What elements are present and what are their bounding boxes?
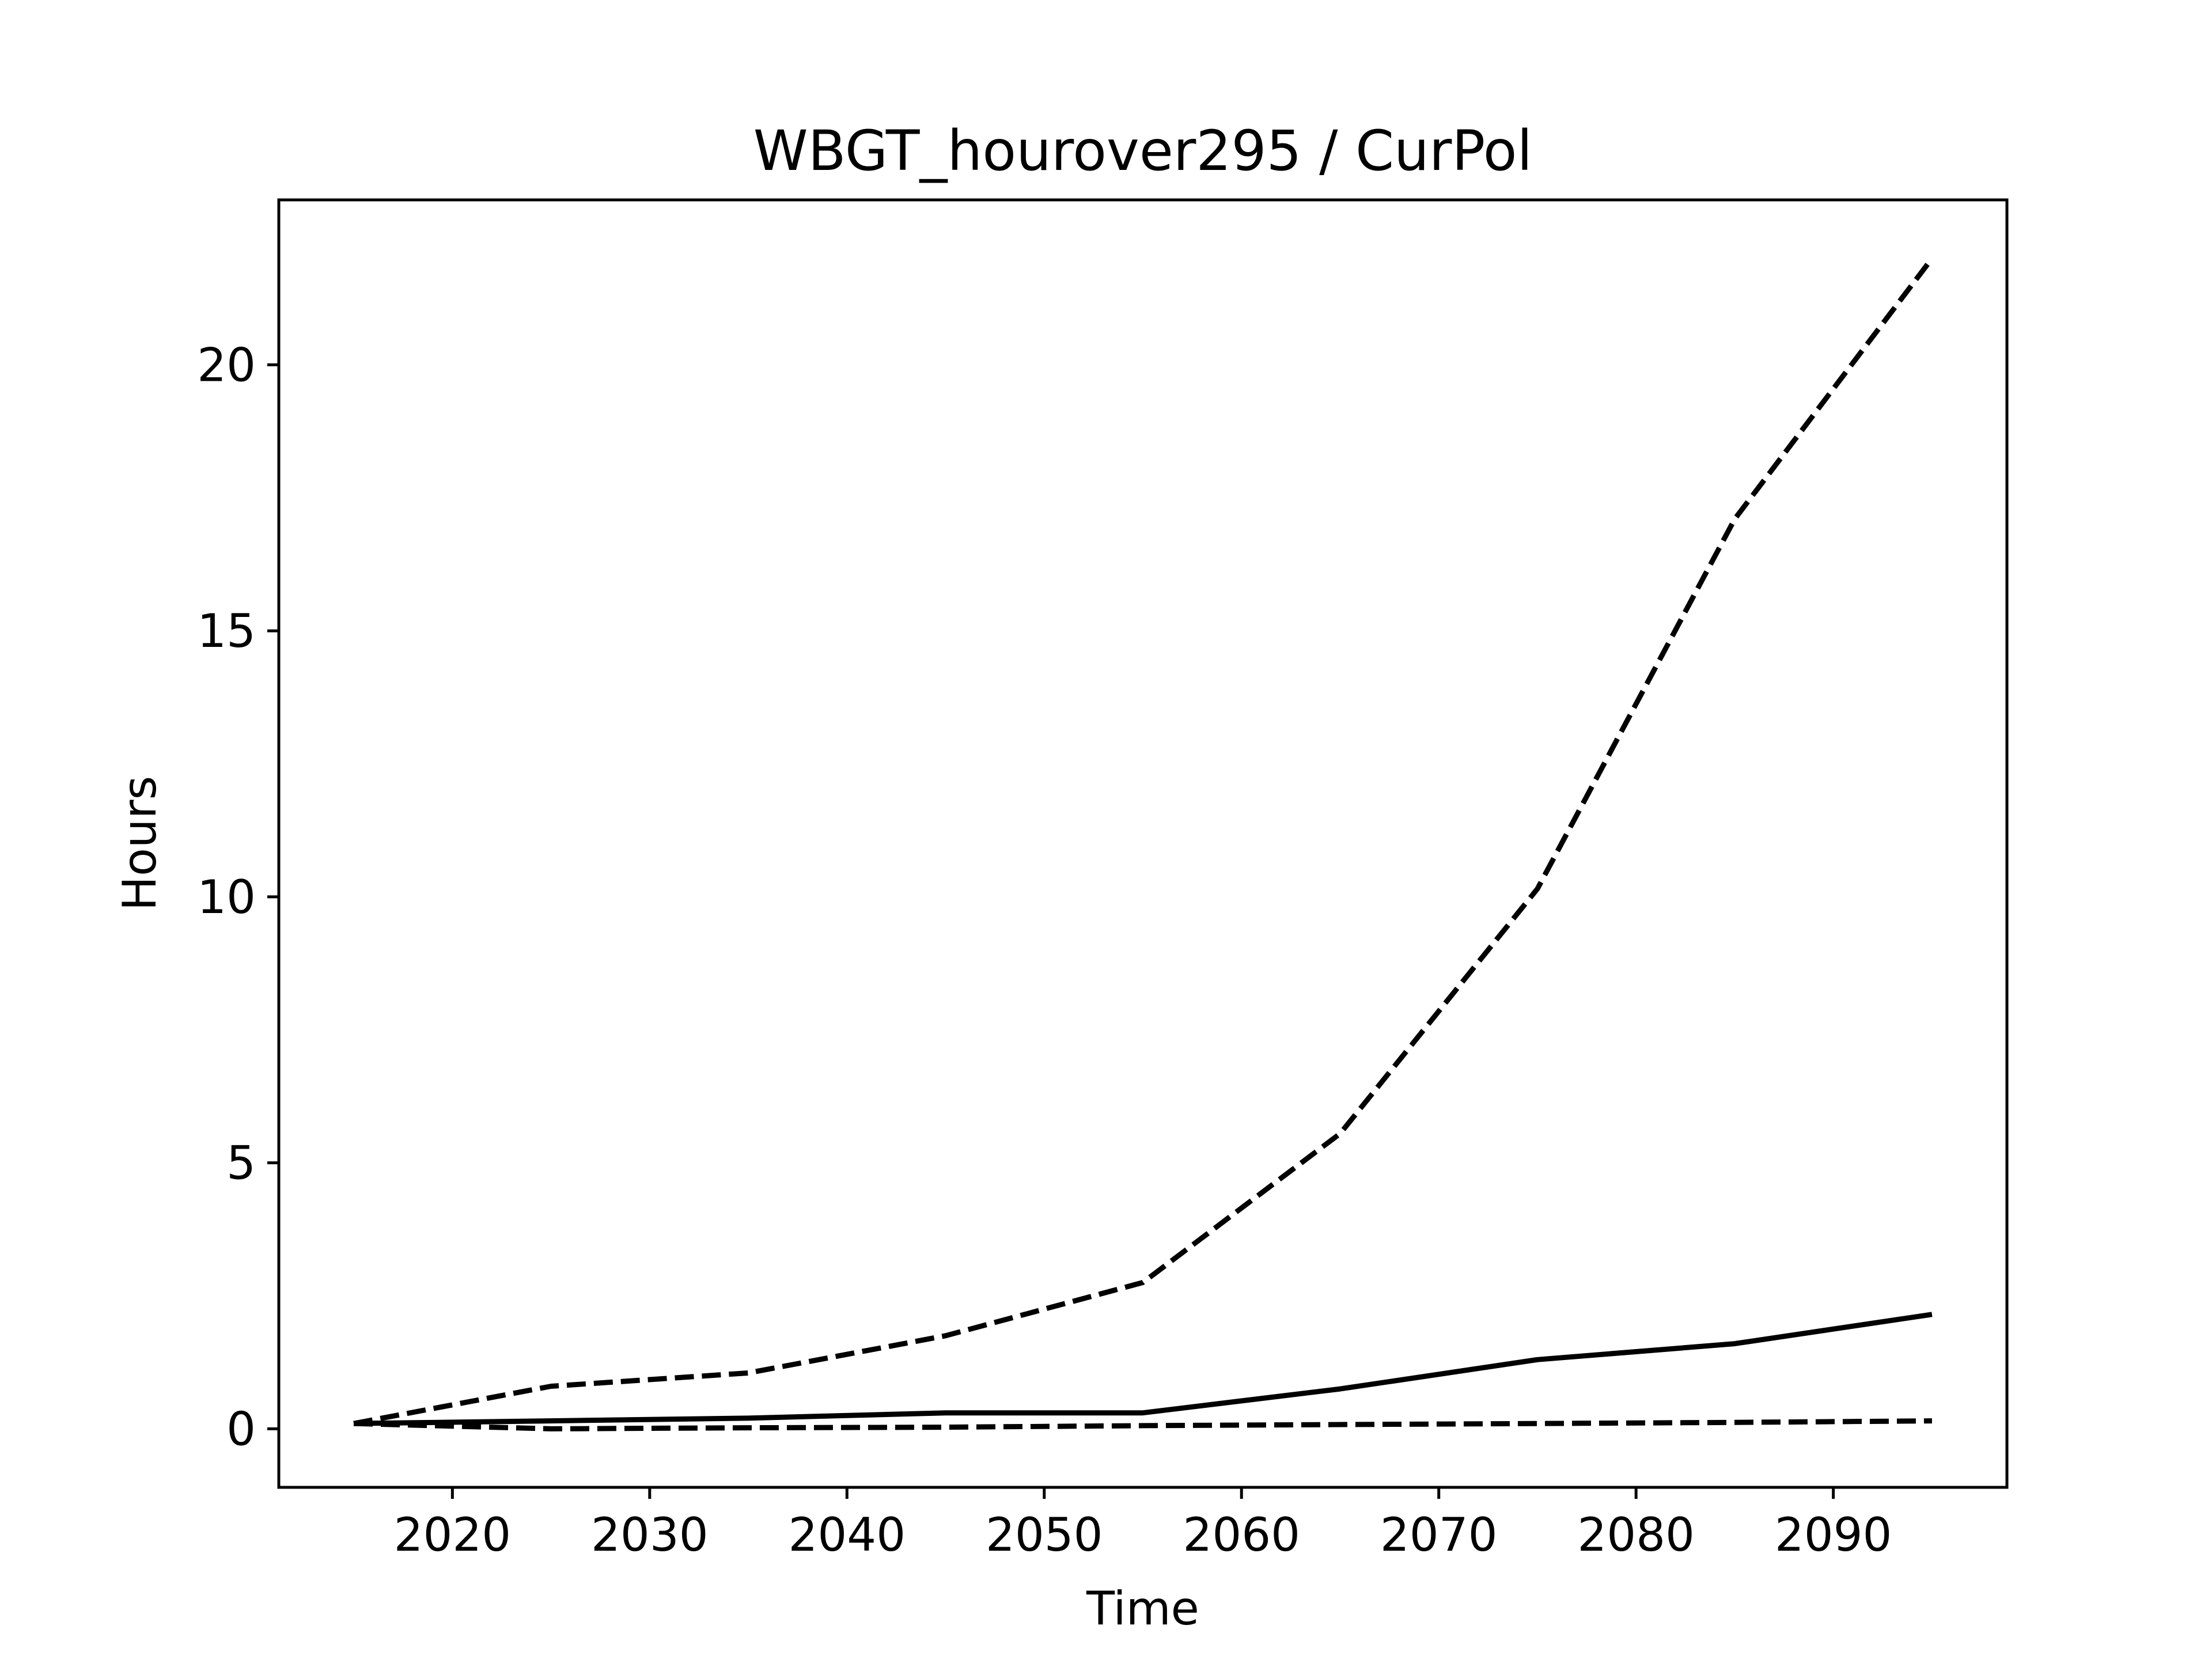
x-tick-label: 2080 (1577, 1508, 1695, 1562)
x-tick-label: 2090 (1775, 1508, 1892, 1562)
x-axis-label: Time (1086, 1582, 1199, 1635)
x-tick-label: 2030 (591, 1508, 709, 1562)
y-tick-label: 10 (197, 870, 256, 924)
y-tick-label: 0 (226, 1402, 256, 1456)
y-axis: 0 5 10 15 20 (197, 338, 279, 1456)
chart-title: WBGT_hourover295 / CurPol (753, 119, 1532, 183)
x-tick-label: 2070 (1380, 1508, 1498, 1562)
x-axis: 2020 2030 2040 2050 2060 2070 2080 2090 (394, 1487, 1892, 1562)
y-tick-label: 20 (197, 338, 256, 392)
x-tick-label: 2050 (986, 1508, 1103, 1562)
y-tick-label: 15 (197, 604, 256, 658)
y-tick-label: 5 (226, 1137, 256, 1190)
series-line-1 (353, 256, 1934, 1426)
y-axis-label: Hours (113, 776, 166, 911)
series-line-3 (353, 1418, 1932, 1431)
x-tick-label: 2020 (394, 1508, 512, 1562)
plot-area (353, 256, 1934, 1431)
plot-frame (277, 198, 2009, 1489)
x-tick-label: 2040 (789, 1508, 906, 1562)
series-line-2 (354, 1312, 1933, 1426)
x-tick-label: 2060 (1183, 1508, 1300, 1562)
